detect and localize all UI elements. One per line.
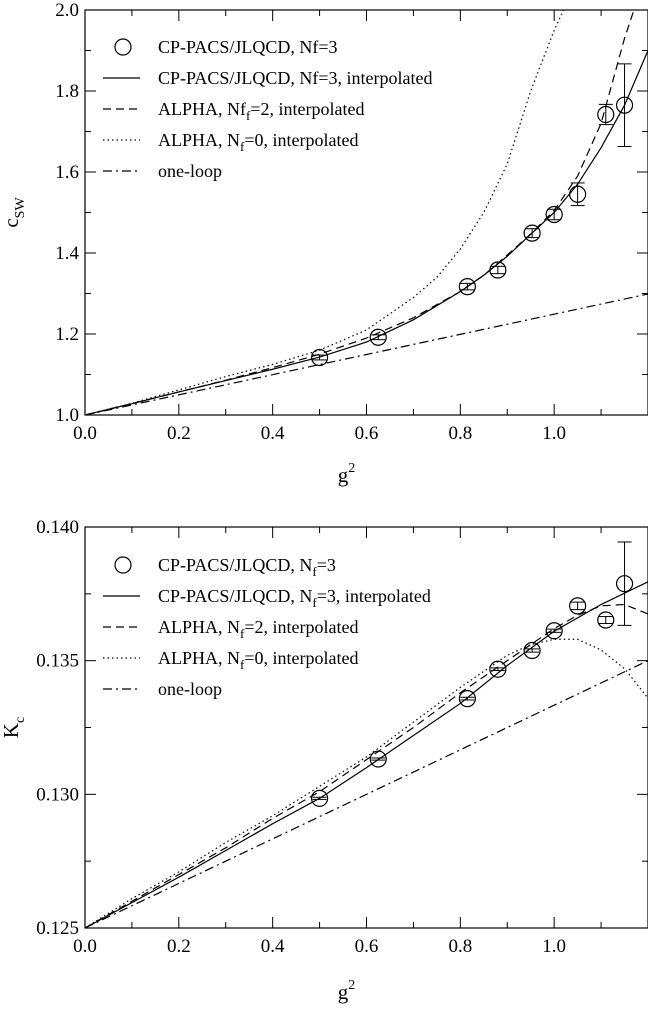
series-line-alpha2 — [85, 603, 648, 928]
y-tick-label: 1.8 — [55, 81, 79, 102]
legend-text: CP-PACS/JLQCD, Nf=3, interpolated — [158, 68, 433, 88]
chart-panel-2: 0.0 0.2 0.4 0.6 0.8 1.0 0.125 0.130 0.135 0.140 CP… — [0, 517, 648, 1004]
legend-label-fit: CP-PACS/JLQCD, Nf=3, interpolated — [158, 68, 433, 88]
x-tick-label: 0.4 — [261, 423, 285, 444]
x-tick-label: 0.6 — [355, 936, 379, 957]
x-tick-label: 0.8 — [448, 423, 472, 444]
chart-panel-1: 0.0 0.2 0.4 0.6 0.8 1.0 1.0 1.2 1.4 1.6 1.8 2.0 CP-P… — [0, 0, 648, 487]
legend-text: one-loop — [158, 679, 222, 699]
x-tick-label: 0.8 — [448, 936, 472, 957]
y-axis-label-main: K — [0, 723, 23, 738]
legend-text: ALPHA, Nf — [158, 99, 246, 119]
data-point — [597, 105, 615, 124]
x-axis-label: g2 — [338, 978, 356, 1004]
y-axis-label-sub: SW — [13, 197, 28, 219]
plot-area — [85, 10, 648, 415]
legend-label-oneloop: one-loop — [158, 161, 222, 181]
y-tick-label: 1.6 — [55, 162, 79, 183]
legend-label-points: CP-PACS/JLQCD, Nf=3 — [158, 37, 338, 57]
data-point — [597, 611, 615, 629]
legend-marker — [114, 38, 132, 56]
data-point — [615, 96, 634, 114]
data-point — [458, 278, 476, 296]
series-line-oneloop — [85, 660, 648, 928]
data-point — [310, 789, 329, 807]
data-point — [458, 690, 476, 708]
y-tick-label: 1.0 — [55, 405, 79, 426]
legend-subscript: f — [312, 595, 317, 610]
legend-text: =0, interpolated — [244, 130, 358, 150]
legend-symbol-points — [114, 556, 132, 574]
legend-text: CP-PACS/JLQCD, Nf=3 — [158, 37, 338, 57]
y-axis-label-sub: c — [13, 717, 28, 723]
legend-symbol-points — [114, 38, 132, 56]
x-axis-label-sup: 2 — [348, 978, 355, 993]
legend-subscript: f — [240, 657, 245, 672]
y-axis-label-main: c — [0, 218, 23, 227]
y-tick-label: 0.125 — [36, 918, 79, 939]
legend-text: =3, interpolated — [317, 586, 431, 606]
x-axis-label-main: g — [338, 463, 349, 487]
x-axis-label: g2 — [338, 461, 356, 487]
legend-label-alpha2: ALPHA, Nf=2, interpolated — [158, 617, 358, 641]
data-point — [369, 750, 387, 768]
legend-subscript: f — [246, 108, 251, 123]
legend-text: CP-PACS/JLQCD, N — [158, 586, 312, 606]
data-point — [523, 641, 541, 660]
data-point — [489, 261, 507, 279]
legend-text: ALPHA, N — [158, 648, 240, 668]
legend-text: =2, interpolated — [244, 617, 358, 637]
legend-text: ALPHA, N — [158, 617, 240, 637]
y-tick-label: 0.140 — [36, 517, 79, 538]
legend-label-fit: CP-PACS/JLQCD, Nf=3, interpolated — [158, 586, 431, 610]
legend-label-points: CP-PACS/JLQCD, Nf=3 — [158, 555, 336, 579]
plot-area — [85, 541, 648, 928]
y-tick-label: 1.2 — [55, 324, 79, 345]
y-tick-label: 2.0 — [55, 0, 79, 21]
legend-subscript: f — [240, 139, 245, 154]
legend-subscript: f — [240, 626, 245, 641]
x-tick-label: 1.0 — [542, 936, 566, 957]
legend-text: one-loop — [158, 161, 222, 181]
legend-text: =3 — [317, 555, 336, 575]
x-tick-label: 1.0 — [542, 423, 566, 444]
data-point — [369, 328, 387, 346]
data-point — [489, 660, 507, 678]
x-tick-label: 0.6 — [355, 423, 379, 444]
data-point — [569, 185, 587, 203]
legend: CP-PACS/JLQCD, Nf=3CP-PACS/JLQCD, Nf=3, … — [103, 555, 431, 699]
legend-label-oneloop: one-loop — [158, 679, 222, 699]
legend: CP-PACS/JLQCD, Nf=3 CP-PACS/JLQCD, Nf=3, … — [103, 37, 433, 181]
series-line-alpha0 — [85, 10, 565, 415]
x-tick-label: 0.0 — [73, 423, 97, 444]
x-tick-label: 0.4 — [261, 936, 285, 957]
data-point — [569, 597, 587, 615]
data-point — [523, 224, 541, 242]
legend-label-alpha0: ALPHA, Nf=0, interpolated — [158, 648, 358, 672]
y-axis-label: cSW — [0, 197, 28, 228]
x-axis-label-sup: 2 — [348, 461, 355, 476]
legend-subscript: f — [312, 564, 317, 579]
y-tick-label: 1.4 — [55, 243, 79, 264]
legend-label-alpha2: ALPHA, Nff=2, interpolated — [158, 99, 364, 123]
data-point — [545, 622, 563, 640]
data-point — [545, 205, 563, 224]
legend-label-alpha0: ALPHA, Nf=0, interpolated — [158, 130, 358, 154]
x-axis-label-main: g — [338, 980, 349, 1004]
legend-text: =0, interpolated — [244, 648, 358, 668]
legend-text: =2, interpolated — [250, 99, 364, 119]
x-tick-label: 0.2 — [167, 423, 191, 444]
legend-text: ALPHA, N — [158, 130, 240, 150]
y-tick-label: 0.135 — [36, 651, 79, 672]
data-point — [615, 575, 634, 593]
y-axis-label: Kc — [0, 717, 28, 738]
x-tick-label: 0.0 — [73, 936, 97, 957]
legend-marker — [114, 556, 132, 574]
x-tick-label: 0.2 — [167, 936, 191, 957]
y-tick-label: 0.130 — [36, 784, 79, 805]
legend-text: CP-PACS/JLQCD, N — [158, 555, 312, 575]
series-line-oneloop — [85, 293, 648, 415]
data-point — [310, 348, 329, 367]
